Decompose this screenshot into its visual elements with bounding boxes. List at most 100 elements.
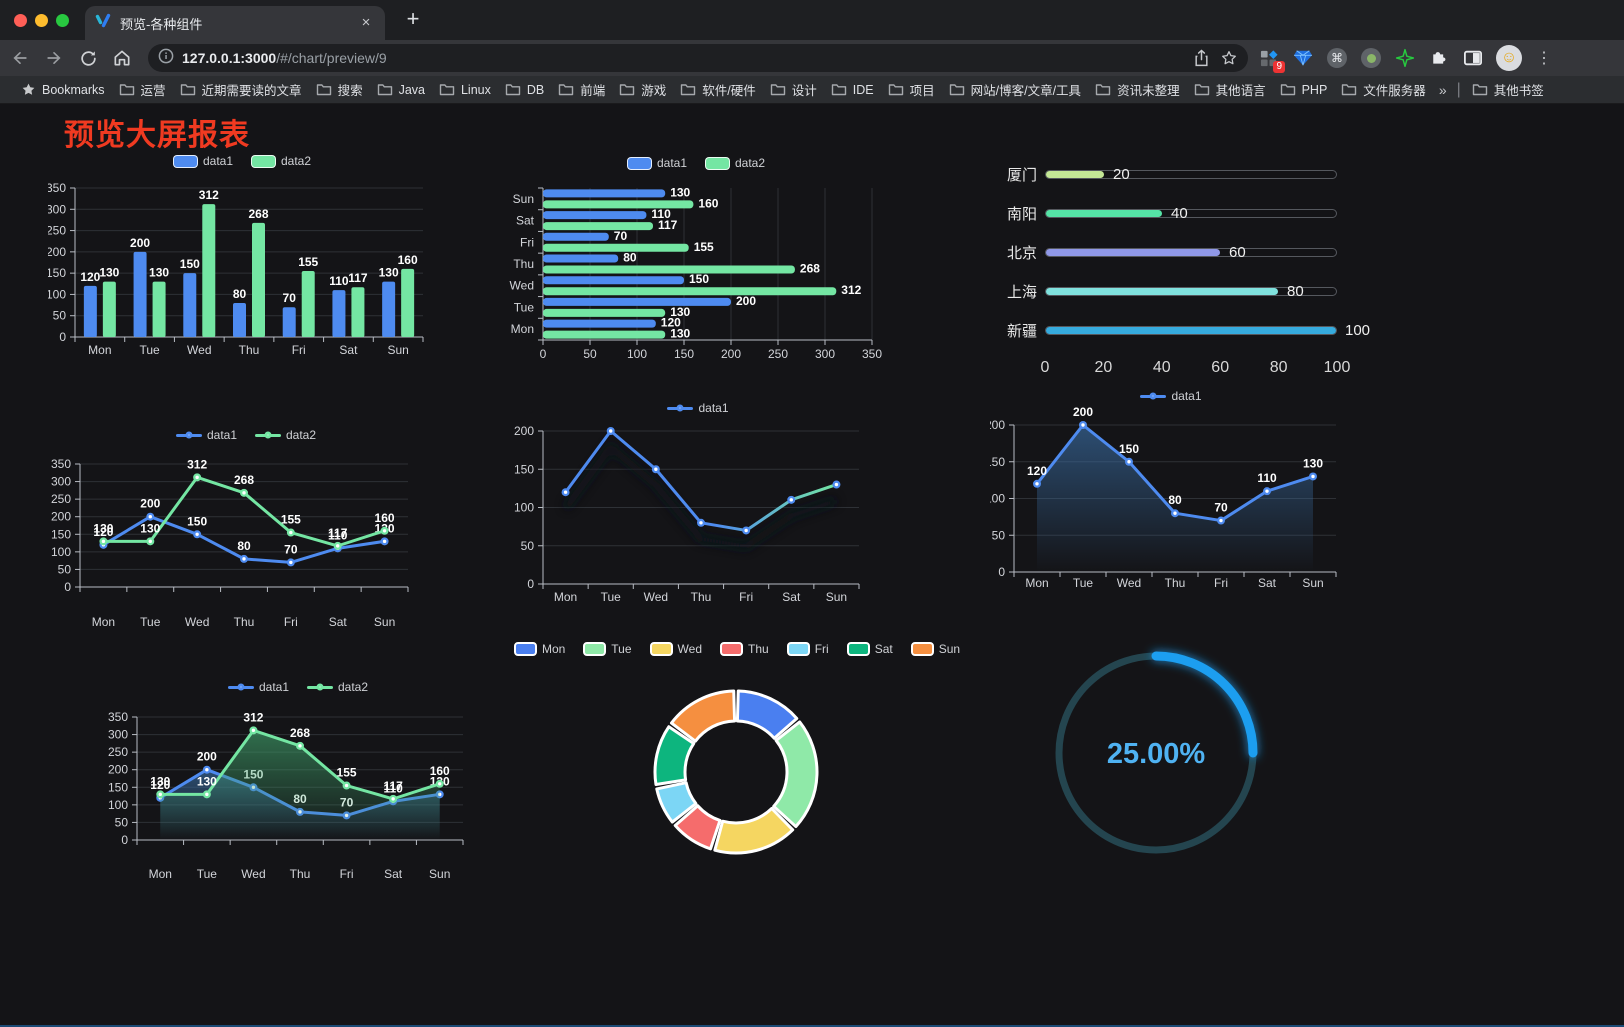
legend-item[interactable]: data2	[705, 156, 765, 170]
address-bar[interactable]: 127.0.0.1:3000/#/chart/preview/9	[148, 44, 1248, 72]
gem-extension-icon[interactable]	[1292, 47, 1314, 69]
bookmark-folder[interactable]: 搜索	[309, 77, 370, 102]
bookmark-folder[interactable]: PHP	[1273, 80, 1335, 100]
legend-item[interactable]: Sun	[910, 642, 960, 656]
bookmark-folder[interactable]: Java	[370, 80, 432, 100]
svg-text:100: 100	[627, 347, 647, 361]
legend-item[interactable]: data2	[307, 680, 368, 694]
tab-manager-extension-icon[interactable]: 9	[1258, 47, 1285, 73]
green-star-extension-icon[interactable]	[1394, 47, 1416, 69]
bookmark-folder[interactable]: 项目	[881, 77, 942, 102]
progress-value: 20	[1113, 166, 1130, 183]
svg-text:100: 100	[990, 492, 1005, 506]
progress-label: 新疆	[1006, 323, 1037, 340]
chart-horizontal-bar: 0 50 100 150 200 250 300 350 Mon 120 130 Tue 200 130 W…	[500, 150, 892, 368]
svg-text:250: 250	[51, 492, 71, 506]
bookmark-folder[interactable]: 设计	[763, 77, 824, 102]
bookmark-label: Java	[398, 82, 425, 97]
bookmark-folder[interactable]: 其他语言	[1187, 77, 1273, 102]
back-icon[interactable]	[6, 44, 34, 72]
legend-item[interactable]: Thu	[720, 642, 769, 656]
svg-text:130: 130	[140, 521, 160, 535]
reload-icon[interactable]	[74, 44, 102, 72]
site-info-icon[interactable]	[158, 48, 174, 69]
bookmark-folder[interactable]: 前端	[551, 77, 612, 102]
command-extension-icon[interactable]: ⌘	[1326, 47, 1348, 69]
bookmark-folder[interactable]: 近期需要读的文章	[173, 77, 309, 102]
bookmark-folder[interactable]: DB	[498, 80, 551, 100]
legend-item[interactable]: data2	[251, 154, 311, 168]
svg-text:300: 300	[108, 728, 128, 742]
tab-close-icon[interactable]: ×	[361, 14, 371, 31]
bookmark-folder[interactable]: Linux	[432, 80, 498, 100]
bookmark-star-icon[interactable]	[1220, 49, 1238, 67]
progress-label: 北京	[1006, 245, 1037, 262]
chart-legend: data1 data2	[105, 680, 491, 694]
bookmark-folder[interactable]: 游戏	[612, 77, 673, 102]
svg-text:Sat: Sat	[384, 867, 403, 881]
bookmark-folder[interactable]: 文件服务器	[1334, 77, 1433, 102]
svg-text:Sun: Sun	[513, 192, 534, 206]
svg-text:Thu: Thu	[1165, 576, 1186, 590]
bookmark-folder[interactable]: 资讯未整理	[1088, 77, 1187, 102]
home-icon[interactable]	[108, 44, 136, 72]
legend-item[interactable]: Fri	[786, 642, 829, 656]
legend-item[interactable]: Sat	[846, 642, 893, 656]
legend-item[interactable]: data2	[255, 428, 316, 442]
svg-text:Wed: Wed	[1117, 576, 1141, 590]
bookmark-label: 其他语言	[1215, 84, 1266, 98]
svg-text:150: 150	[689, 272, 709, 286]
bookmark-folder[interactable]: 网站/博客/文章/工具	[942, 77, 1088, 102]
svg-text:200: 200	[48, 245, 66, 259]
svg-text:70: 70	[614, 229, 628, 243]
legend-item[interactable]: Tue	[583, 642, 632, 656]
svg-text:Fri: Fri	[340, 867, 354, 881]
sidebar-toggle-icon[interactable]	[1462, 47, 1484, 69]
browser-tab[interactable]: 预览-各种组件 ×	[85, 6, 385, 40]
window-zoom-button[interactable]	[56, 13, 69, 27]
share-icon[interactable]	[1193, 49, 1210, 67]
bookmark-label: 前端	[580, 84, 606, 98]
url-text[interactable]: 127.0.0.1:3000/#/chart/preview/9	[182, 50, 1183, 66]
legend-item[interactable]: data1	[172, 154, 233, 168]
legend-item[interactable]: Wed	[649, 642, 702, 656]
svg-text:Sat: Sat	[329, 615, 348, 629]
chart-donut: Mon Tue Wed Thu Fri Sat Sun	[513, 638, 960, 878]
extensions-puzzle-icon[interactable]	[1428, 47, 1450, 69]
legend-item[interactable]: data1	[626, 156, 687, 170]
svg-text:Tue: Tue	[514, 300, 535, 314]
new-tab-button[interactable]: +	[406, 6, 420, 31]
progress-label: 上海	[1006, 284, 1037, 301]
legend-item[interactable]: data1	[227, 680, 289, 694]
bookmark-folder[interactable]: 软件/硬件	[673, 77, 762, 102]
svg-text:70: 70	[283, 291, 297, 305]
bookmarks-star-item[interactable]: Bookmarks	[14, 79, 112, 100]
forward-icon[interactable]	[40, 44, 68, 72]
chart-line-gradient: 0 50 100 150 200 Mon Tue Wed Thu Fri Sat Sun data1	[505, 395, 891, 615]
svg-text:Fri: Fri	[292, 343, 306, 357]
profile-avatar[interactable]: ☺	[1496, 45, 1522, 71]
legend-item[interactable]: data1	[667, 401, 729, 415]
window-minimize-button[interactable]	[35, 13, 48, 27]
legend-item[interactable]: Mon	[513, 642, 565, 656]
chart-area-double: 0 50 100 150 200 250 300 350 Mon Tue Wed Thu Fri Sat S…	[105, 672, 491, 892]
bookmark-label: 设计	[791, 84, 817, 98]
legend-item[interactable]: data1	[1140, 389, 1202, 403]
recorder-extension-icon[interactable]	[1360, 47, 1382, 69]
bookmarks-overflow-chevron[interactable]: »	[1438, 81, 1447, 98]
svg-text:312: 312	[199, 188, 219, 202]
other-bookmarks-folder[interactable]: 其他书签	[1465, 77, 1551, 102]
window-close-button[interactable]	[14, 13, 27, 27]
bookmark-label: 软件/硬件	[702, 84, 756, 98]
bookmark-label: 游戏	[641, 84, 667, 98]
bookmark-folder[interactable]: IDE	[824, 80, 881, 100]
browser-menu-icon[interactable]: ⋮	[1536, 50, 1552, 67]
svg-text:100: 100	[514, 501, 534, 515]
legend-item[interactable]: data1	[175, 428, 237, 442]
svg-text:150: 150	[990, 455, 1005, 469]
bookmark-label: IDE	[852, 82, 874, 97]
bookmark-folder[interactable]: 运营	[112, 77, 173, 102]
chart-legend: data1	[990, 389, 1352, 403]
bookmark-label: PHP	[1301, 82, 1328, 97]
svg-text:120: 120	[93, 525, 113, 539]
